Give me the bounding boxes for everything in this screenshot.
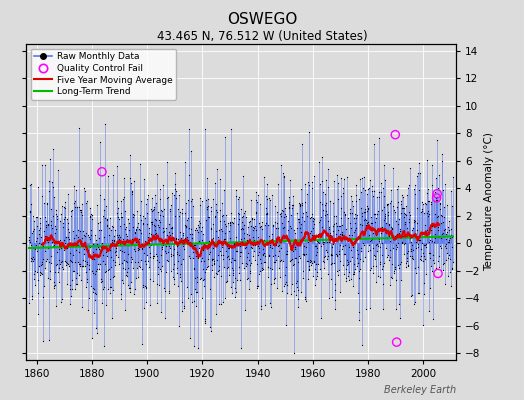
- Point: [434, 270, 442, 277]
- Legend: Raw Monthly Data, Quality Control Fail, Five Year Moving Average, Long-Term Tren: Raw Monthly Data, Quality Control Fail, …: [31, 48, 176, 100]
- Point: [98, 168, 106, 175]
- Text: 43.465 N, 76.512 W (United States): 43.465 N, 76.512 W (United States): [157, 30, 367, 43]
- Y-axis label: Temperature Anomaly (°C): Temperature Anomaly (°C): [485, 132, 495, 272]
- Text: OSWEGO: OSWEGO: [227, 12, 297, 27]
- Point: [392, 339, 401, 345]
- Point: [432, 195, 441, 201]
- Point: [433, 190, 441, 197]
- Text: Berkeley Earth: Berkeley Earth: [384, 385, 456, 395]
- Point: [391, 132, 399, 138]
